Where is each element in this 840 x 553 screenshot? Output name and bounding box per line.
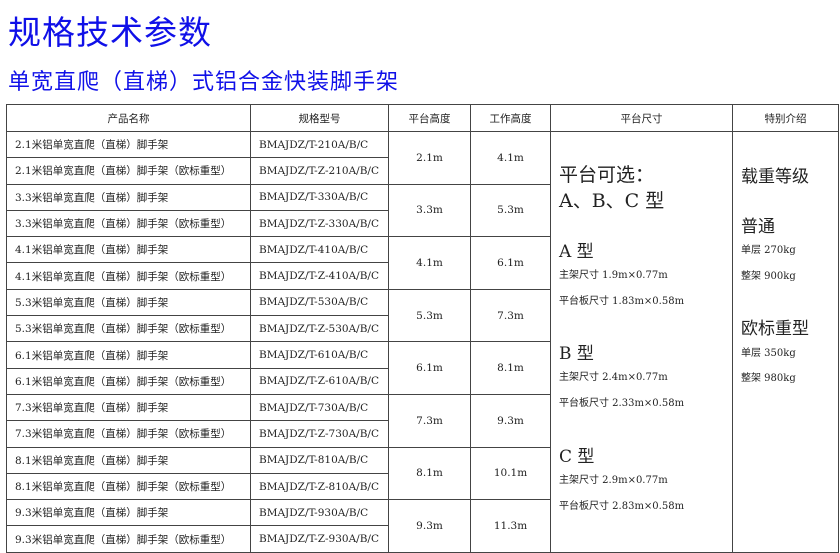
load-grade-heading: 载重等级	[741, 167, 809, 187]
table-row: 6.1米铝单宽直爬（直梯）脚手架（欧标重型） BMAJDZ/T-Z-610A/B…	[6, 367, 839, 395]
type-c-label: C 型	[559, 447, 595, 467]
type-a-main: 主架尺寸 1.9m×0.77m	[559, 270, 668, 281]
type-b-board: 平台板尺寸 2.33m×0.58m	[559, 398, 685, 409]
table-row: 6.1米铝单宽直爬（直梯）脚手架 BMAJDZ/T-610A/B/C 6.1m 8…	[6, 341, 839, 395]
platform-intro-1: 平台可选：	[559, 164, 655, 186]
platform-height: 3.3m	[388, 183, 471, 238]
model-number: BMAJDZ/T-Z-330A/B/C	[250, 209, 389, 238]
page-subtitle: 单宽直爬（直梯）式铝合金快装脚手架	[8, 70, 400, 95]
grade-normal-whole: 整架 900kg	[741, 271, 796, 282]
product-name: 6.1米铝单宽直爬（直梯）脚手架	[6, 341, 251, 369]
work-height: 5.3m	[470, 183, 551, 238]
model-number: BMAJDZ/T-Z-410A/B/C	[250, 262, 389, 290]
grade-heavy-single: 单层 350kg	[741, 348, 796, 359]
table-row: 4.1米铝单宽直爬（直梯）脚手架 BMAJDZ/T-410A/B/C 4.1m 6…	[6, 236, 839, 290]
platform-height: 9.3m	[388, 499, 471, 553]
special-cell: 载重等级 普通 单层 270kg 整架 900kg 欧标重型 单层 350kg …	[732, 131, 839, 553]
table-row: 2.1米铝单宽直爬（直梯）脚手架（欧标重型） BMAJDZ/T-Z-210A/B…	[6, 157, 839, 185]
platform-size-cell: 平台可选： A、B、C 型 A 型 主架尺寸 1.9m×0.77m 平台板尺寸 …	[550, 131, 733, 553]
type-a-label: A 型	[559, 242, 594, 262]
table-row: 7.3米铝单宽直爬（直梯）脚手架 BMAJDZ/T-730A/B/C 7.3m 9…	[6, 393, 839, 448]
table-row: 3.3米铝单宽直爬（直梯）脚手架（欧标重型） BMAJDZ/T-Z-330A/B…	[6, 209, 839, 238]
work-height: 4.1m	[470, 131, 551, 185]
table-row: 5.3米铝单宽直爬（直梯）脚手架 BMAJDZ/T-530A/B/C 5.3m 7…	[6, 288, 839, 343]
product-name: 2.1米铝单宽直爬（直梯）脚手架	[6, 130, 251, 159]
table-header: 产品名称 规格型号 平台高度 工作高度 平台尺寸 特别介绍	[6, 104, 839, 132]
product-name: 8.1米铝单宽直爬（直梯）脚手架	[6, 446, 251, 474]
platform-height: 5.3m	[388, 288, 471, 343]
product-name: 4.1米铝单宽直爬（直梯）脚手架	[6, 236, 251, 264]
table-row: 7.3米铝单宽直爬（直梯）脚手架（欧标重型） BMAJDZ/T-Z-730A/B…	[6, 420, 839, 448]
grade-heavy-whole: 整架 980kg	[741, 373, 796, 384]
product-name: 4.1米铝单宽直爬（直梯）脚手架（欧标重型）	[6, 262, 251, 290]
platform-height: 7.3m	[388, 393, 471, 448]
product-name: 6.1米铝单宽直爬（直梯）脚手架（欧标重型）	[6, 367, 251, 395]
model-number: BMAJDZ/T-530A/B/C	[250, 288, 389, 317]
model-number: BMAJDZ/T-610A/B/C	[250, 341, 389, 369]
header-platform-size: 平台尺寸	[550, 104, 733, 132]
work-height: 7.3m	[470, 288, 551, 343]
model-number: BMAJDZ/T-810A/B/C	[250, 446, 389, 474]
work-height: 6.1m	[470, 236, 551, 290]
model-number: BMAJDZ/T-410A/B/C	[250, 236, 389, 264]
type-b-label: B 型	[559, 344, 594, 364]
model-number: BMAJDZ/T-Z-930A/B/C	[250, 525, 389, 553]
table-row: 2.1米铝单宽直爬（直梯）脚手架 BMAJDZ/T-210A/B/C 2.1m 4…	[6, 130, 839, 553]
work-height: 9.3m	[470, 393, 551, 448]
table-row: 3.3米铝单宽直爬（直梯）脚手架 BMAJDZ/T-330A/B/C 3.3m 5…	[6, 183, 839, 238]
table-row: 9.3米铝单宽直爬（直梯）脚手架（欧标重型） BMAJDZ/T-Z-930A/B…	[6, 525, 839, 553]
platform-height: 2.1m	[388, 131, 471, 185]
model-number: BMAJDZ/T-Z-210A/B/C	[250, 157, 389, 185]
type-c-board: 平台板尺寸 2.83m×0.58m	[559, 501, 685, 512]
model-number: BMAJDZ/T-730A/B/C	[250, 393, 389, 422]
product-name: 7.3米铝单宽直爬（直梯）脚手架	[6, 393, 251, 422]
work-height: 10.1m	[470, 446, 551, 501]
type-a-board: 平台板尺寸 1.83m×0.58m	[559, 296, 685, 307]
model-number: BMAJDZ/T-Z-730A/B/C	[250, 420, 389, 448]
platform-height: 8.1m	[388, 446, 471, 501]
grade-heavy-label: 欧标重型	[741, 319, 809, 339]
work-height: 8.1m	[470, 341, 551, 395]
product-name: 5.3米铝单宽直爬（直梯）脚手架	[6, 288, 251, 317]
grade-normal-label: 普通	[741, 217, 775, 237]
product-name: 3.3米铝单宽直爬（直梯）脚手架（欧标重型）	[6, 209, 251, 238]
product-name: 9.3米铝单宽直爬（直梯）脚手架	[6, 499, 251, 527]
platform-height: 4.1m	[388, 236, 471, 290]
work-height: 11.3m	[470, 499, 551, 553]
grade-normal-single: 单层 270kg	[741, 245, 796, 256]
product-name: 3.3米铝单宽直爬（直梯）脚手架	[6, 183, 251, 211]
model-number: BMAJDZ/T-210A/B/C	[250, 130, 389, 159]
product-name: 2.1米铝单宽直爬（直梯）脚手架（欧标重型）	[6, 157, 251, 185]
table-row: 9.3米铝单宽直爬（直梯）脚手架 BMAJDZ/T-930A/B/C 9.3m 1…	[6, 499, 839, 553]
spec-table: 产品名称 规格型号 平台高度 工作高度 平台尺寸 特别介绍 2.1米铝单宽直爬（…	[6, 104, 839, 553]
product-name: 8.1米铝单宽直爬（直梯）脚手架（欧标重型）	[6, 472, 251, 501]
table-row: 4.1米铝单宽直爬（直梯）脚手架（欧标重型） BMAJDZ/T-Z-410A/B…	[6, 262, 839, 290]
type-b-main: 主架尺寸 2.4m×0.77m	[559, 372, 668, 383]
platform-height: 6.1m	[388, 341, 471, 395]
product-name: 7.3米铝单宽直爬（直梯）脚手架（欧标重型）	[6, 420, 251, 448]
model-number: BMAJDZ/T-Z-810A/B/C	[250, 472, 389, 501]
model-number: BMAJDZ/T-Z-610A/B/C	[250, 367, 389, 395]
platform-intro-2: A、B、C 型	[559, 190, 665, 212]
header-name: 产品名称	[6, 104, 251, 132]
type-c-main: 主架尺寸 2.9m×0.77m	[559, 475, 668, 486]
header-model: 规格型号	[250, 104, 389, 132]
model-number: BMAJDZ/T-930A/B/C	[250, 499, 389, 527]
header-special: 特别介绍	[732, 104, 839, 132]
product-name: 9.3米铝单宽直爬（直梯）脚手架（欧标重型）	[6, 525, 251, 553]
product-name: 5.3米铝单宽直爬（直梯）脚手架（欧标重型）	[6, 315, 251, 343]
model-number: BMAJDZ/T-330A/B/C	[250, 183, 389, 211]
model-number: BMAJDZ/T-Z-530A/B/C	[250, 315, 389, 343]
table-row: 5.3米铝单宽直爬（直梯）脚手架（欧标重型） BMAJDZ/T-Z-530A/B…	[6, 315, 839, 343]
page-title: 规格技术参数	[8, 13, 212, 52]
header-platform-height: 平台高度	[388, 104, 471, 132]
header-work-height: 工作高度	[470, 104, 551, 132]
